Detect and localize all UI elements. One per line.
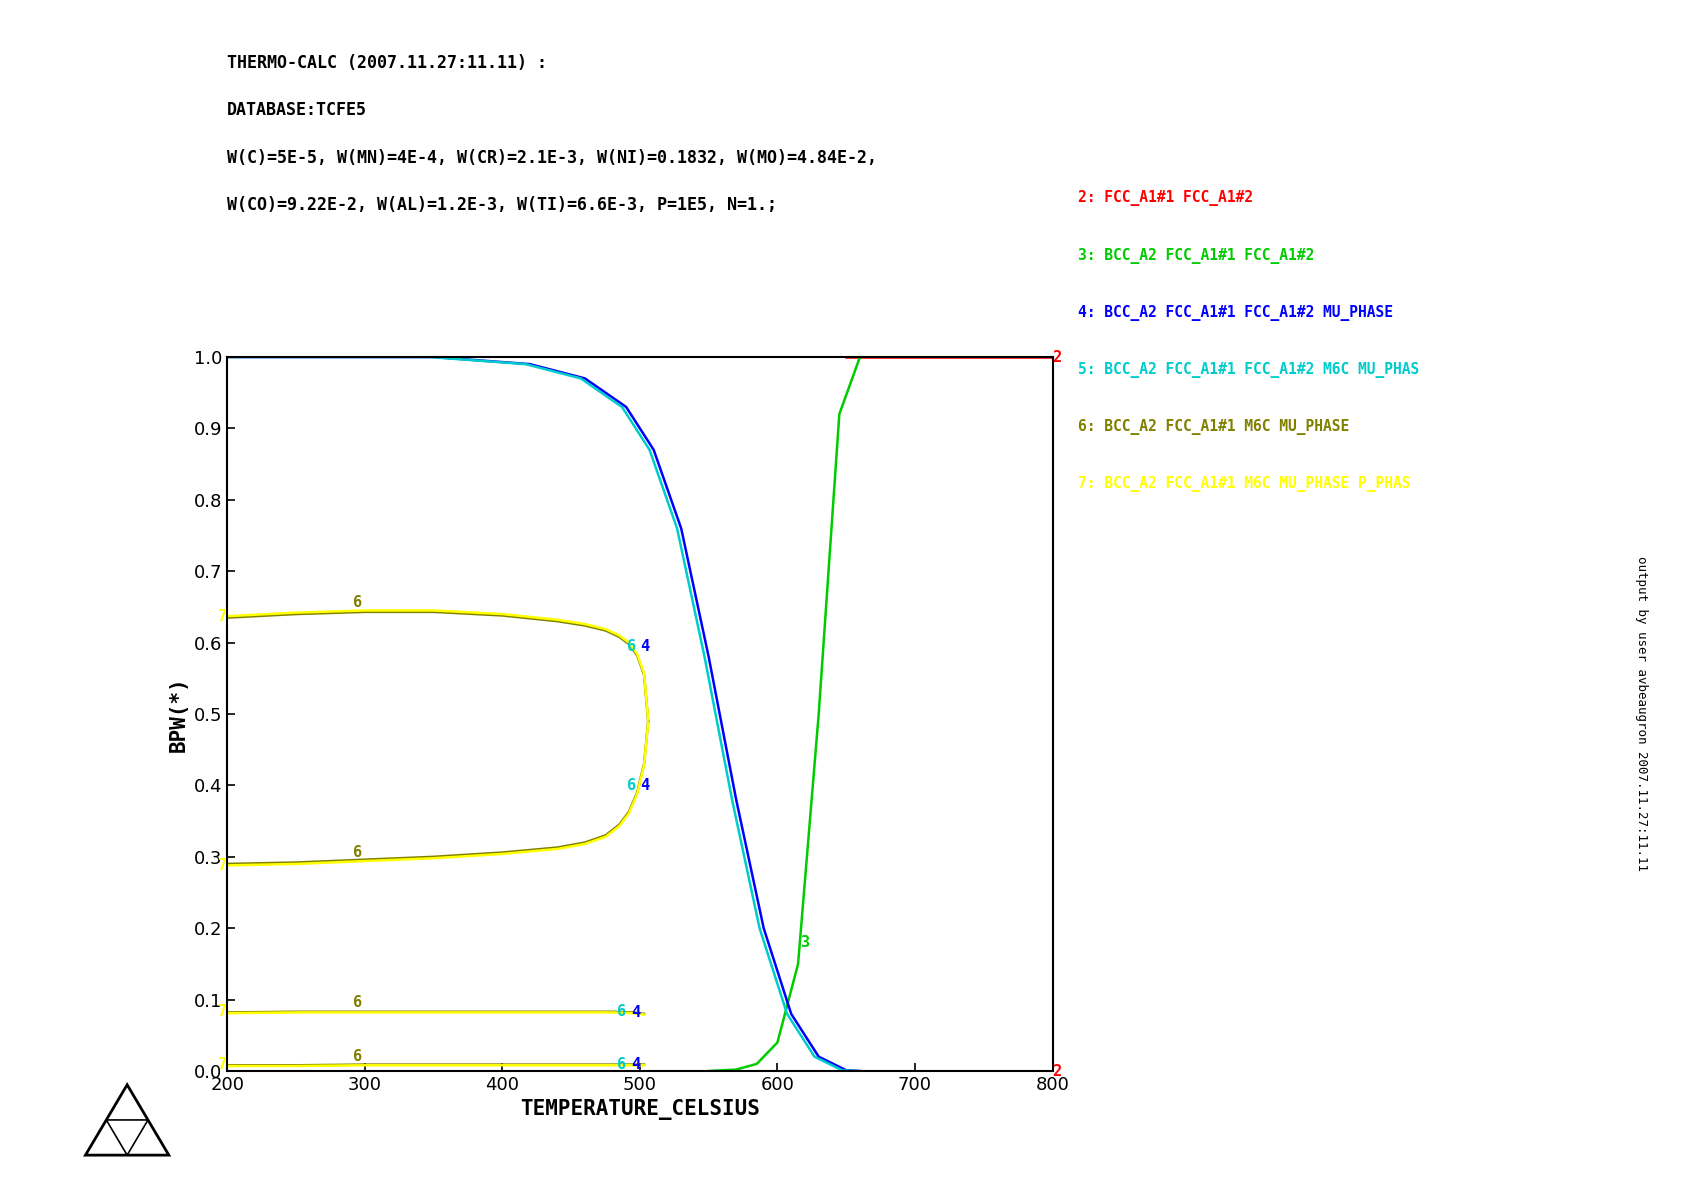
Text: 6: BCC_A2 FCC_A1#1 M6C MU_PHASE: 6: BCC_A2 FCC_A1#1 M6C MU_PHASE: [1078, 419, 1349, 434]
Text: 4: BCC_A2 FCC_A1#1 FCC_A1#2 MU_PHASE: 4: BCC_A2 FCC_A1#1 FCC_A1#2 MU_PHASE: [1078, 305, 1393, 320]
Text: 4: 4: [632, 1004, 642, 1020]
Text: W(CO)=9.22E-2, W(AL)=1.2E-3, W(TI)=6.6E-3, P=1E5, N=1.;: W(CO)=9.22E-2, W(AL)=1.2E-3, W(TI)=6.6E-…: [227, 196, 778, 214]
Text: 2: 2: [1052, 350, 1061, 364]
X-axis label: TEMPERATURE_CELSIUS: TEMPERATURE_CELSIUS: [520, 1100, 759, 1121]
Text: 6: 6: [354, 995, 362, 1010]
Text: 6: 6: [626, 778, 637, 793]
Text: 7: 7: [219, 858, 227, 873]
Text: 4: 4: [632, 1057, 642, 1072]
Text: 6: 6: [626, 639, 637, 653]
Text: 6: 6: [616, 1004, 626, 1020]
Text: W(C)=5E-5, W(MN)=4E-4, W(CR)=2.1E-3, W(NI)=0.1832, W(MO)=4.84E-2,: W(C)=5E-5, W(MN)=4E-4, W(CR)=2.1E-3, W(N…: [227, 149, 877, 167]
Text: 6: 6: [616, 1057, 626, 1072]
Text: 7: 7: [219, 1003, 227, 1019]
Text: 4: 4: [640, 778, 648, 793]
Text: 2: 2: [1052, 1064, 1061, 1078]
Text: 5: BCC_A2 FCC_A1#1 FCC_A1#2 M6C MU_PHAS: 5: BCC_A2 FCC_A1#1 FCC_A1#2 M6C MU_PHAS: [1078, 362, 1420, 377]
Text: THERMO-CALC (2007.11.27:11.11) :: THERMO-CALC (2007.11.27:11.11) :: [227, 54, 547, 71]
Text: 6: 6: [354, 1048, 362, 1064]
Text: 6: 6: [354, 595, 362, 610]
Text: 7: BCC_A2 FCC_A1#1 M6C MU_PHASE P_PHAS: 7: BCC_A2 FCC_A1#1 M6C MU_PHASE P_PHAS: [1078, 476, 1410, 491]
Text: 7: 7: [219, 1057, 227, 1072]
Y-axis label: BPW(*): BPW(*): [168, 676, 189, 752]
Text: 4: 4: [640, 639, 648, 653]
Text: 6: 6: [354, 845, 362, 859]
Text: output by user avbeaugron 2007.11.27:11.11: output by user avbeaugron 2007.11.27:11.…: [1635, 557, 1649, 871]
Text: 3: BCC_A2 FCC_A1#1 FCC_A1#2: 3: BCC_A2 FCC_A1#1 FCC_A1#2: [1078, 248, 1314, 263]
Text: 7: 7: [219, 608, 227, 624]
Text: 3: 3: [800, 935, 810, 950]
Text: DATABASE:TCFE5: DATABASE:TCFE5: [227, 101, 367, 119]
Text: 2: FCC_A1#1 FCC_A1#2: 2: FCC_A1#1 FCC_A1#2: [1078, 190, 1253, 206]
